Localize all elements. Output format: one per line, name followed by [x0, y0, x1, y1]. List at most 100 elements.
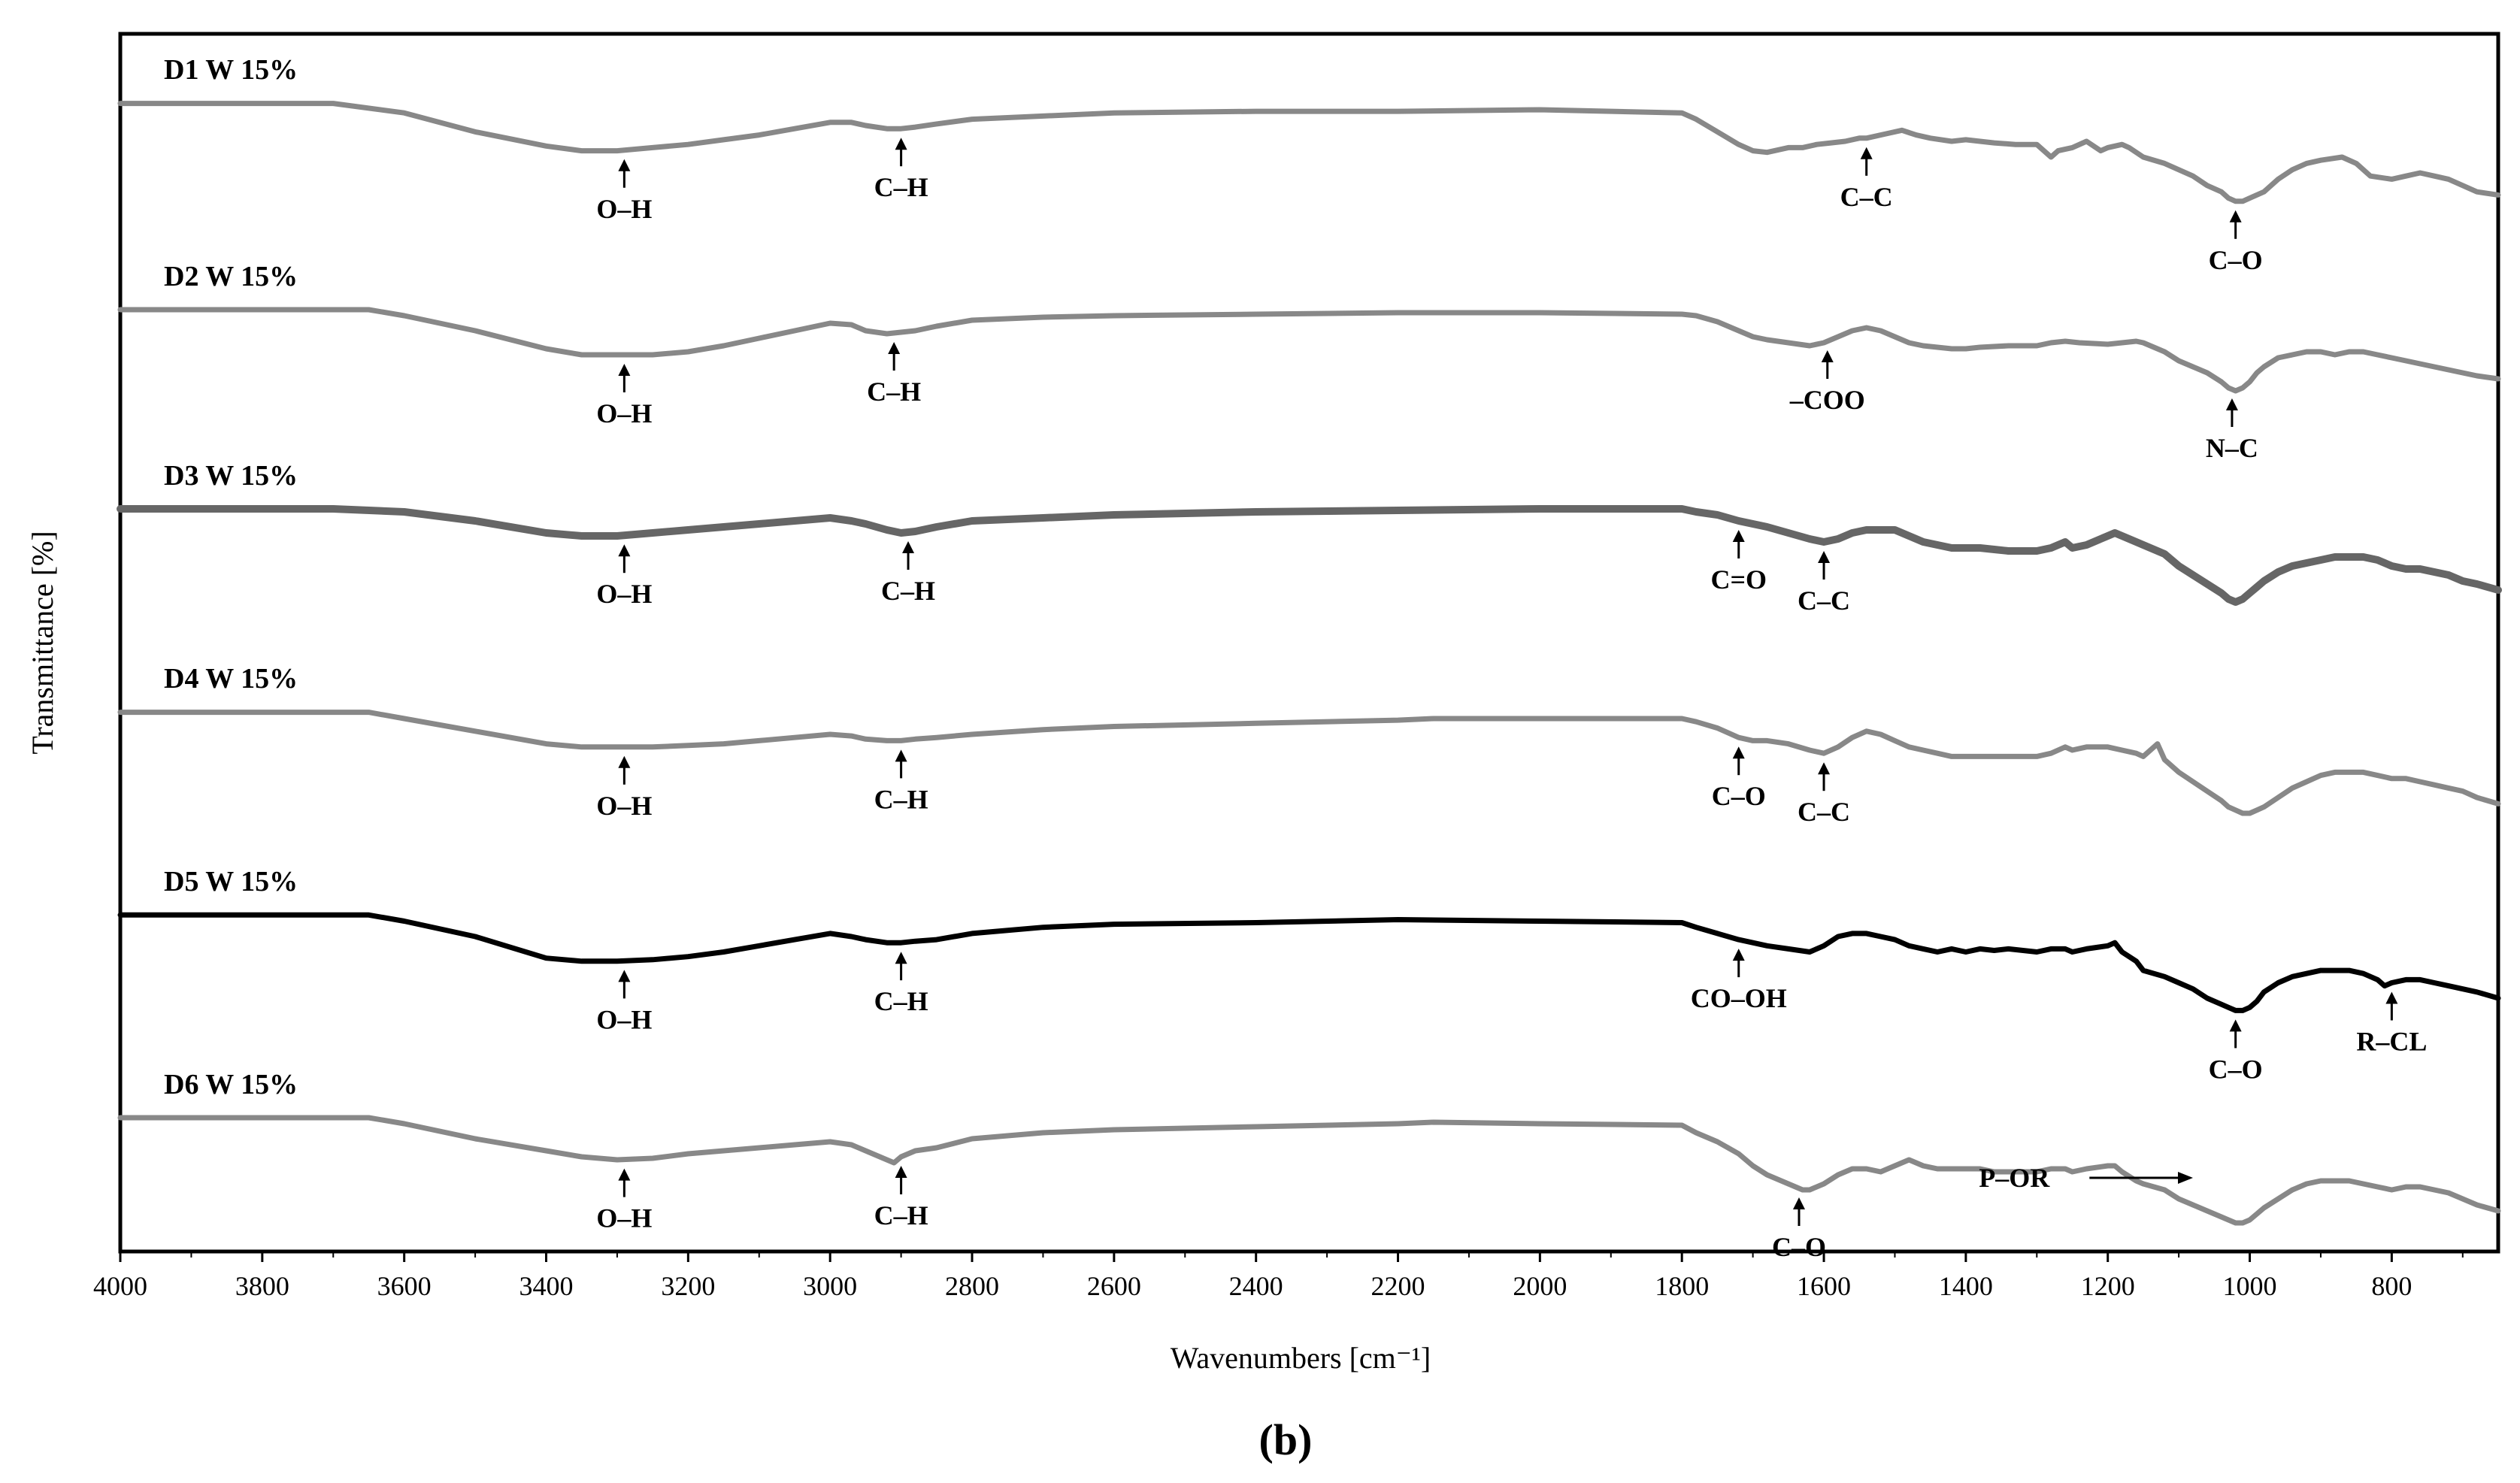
annotation-label: C–O	[1772, 1232, 1826, 1262]
peak-annotation: O–H	[596, 1168, 652, 1233]
annotation-label: N–C	[2206, 433, 2258, 463]
arrow-head	[2225, 398, 2238, 410]
annotation-label: C–O	[1712, 781, 1766, 811]
peak-annotation: O–H	[596, 755, 652, 821]
peak-annotation: C–C	[1798, 551, 1850, 616]
x-tick-label: 1200	[2081, 1271, 2135, 1301]
series-line-3	[117, 505, 2502, 606]
annotation-label: R–CL	[2356, 1027, 2427, 1057]
peak-annotation: C–H	[874, 1166, 928, 1230]
peak-annotation: C–C	[1840, 147, 1893, 212]
arrow-head	[618, 970, 631, 982]
peak-annotation: N–C	[2206, 398, 2258, 463]
peak-annotations: O–H C–H C–C C–O O–H C–H –COO N–C O–H C–H C=O C–C O–H…	[596, 138, 2427, 1262]
annotation-label: C–H	[874, 172, 928, 202]
arrow-head	[1818, 762, 1831, 775]
peak-annotation: C–H	[874, 138, 928, 202]
x-tick-label: 4000	[93, 1271, 147, 1301]
arrow-head	[2385, 991, 2398, 1004]
arrow-head	[895, 952, 907, 964]
peak-annotation: –COO	[1789, 350, 1865, 415]
annotation-label: C–H	[874, 784, 928, 814]
annotation-label: C–C	[1840, 182, 1893, 212]
series-line-2	[117, 307, 2501, 394]
x-axis-title: Wavenumbers [cm⁻¹]	[1171, 1341, 1431, 1375]
annotation-label: C–C	[1798, 586, 1850, 616]
x-tick-label: 1600	[1797, 1271, 1851, 1301]
plot-frame	[118, 32, 2500, 1254]
arrow-head	[888, 342, 901, 354]
annotation-label: O–H	[596, 1004, 652, 1034]
peak-annotation: C–H	[874, 749, 928, 814]
arrow-head	[1732, 530, 1745, 542]
peak-annotation: C–O	[2209, 210, 2263, 275]
peak-annotation: C–O	[1712, 746, 1766, 811]
series-label-4: D4 W 15%	[164, 663, 298, 695]
annotation-label: O–H	[596, 398, 652, 428]
peak-annotation: P–OR	[1979, 1163, 2194, 1193]
arrow-head	[1732, 949, 1745, 961]
arrow-head	[618, 544, 631, 557]
arrow-head	[2229, 210, 2242, 222]
series-labels: D1 W 15% D2 W 15% D3 W 15% D4 W 15% D5 W 15%…	[164, 54, 298, 1100]
annotation-label: C=O	[1710, 564, 1767, 595]
x-tick-label: 1800	[1655, 1271, 1709, 1301]
annotation-label: O–H	[596, 579, 652, 609]
annotation-label: O–H	[596, 194, 652, 224]
peak-annotation: O–H	[596, 159, 652, 224]
x-tick-label: 800	[2371, 1271, 2412, 1301]
spectra-lines	[117, 101, 2502, 1226]
x-tick-label: 1400	[1939, 1271, 1993, 1301]
peak-annotation: R–CL	[2356, 991, 2427, 1057]
arrow-head	[2229, 1019, 2242, 1032]
x-tick-label: 3800	[235, 1271, 289, 1301]
series-line-4	[117, 710, 2501, 816]
x-tick-label: 2200	[1371, 1271, 1425, 1301]
series-line-1	[117, 101, 2501, 204]
annotation-label: P–OR	[1979, 1163, 2050, 1193]
annotation-label: C–H	[867, 377, 921, 407]
annotation-label: C–H	[874, 986, 928, 1016]
panel-label: (b)	[1259, 1415, 1313, 1464]
annotation-label: C–H	[874, 1200, 928, 1230]
peak-annotation: O–H	[596, 970, 652, 1034]
annotation-label: O–H	[596, 1203, 652, 1233]
annotation-label: C–O	[2209, 245, 2263, 275]
arrow-head	[618, 1168, 631, 1181]
annotation-label: CO–OH	[1691, 983, 1787, 1013]
arrow-head	[902, 541, 915, 553]
y-axis-title: Transmittance [%]	[26, 531, 59, 754]
arrow-head	[618, 159, 631, 171]
arrow-head	[618, 364, 631, 376]
x-tick-label: 3000	[803, 1271, 857, 1301]
x-tick-label: 2600	[1087, 1271, 1141, 1301]
annotation-label: C–O	[2209, 1054, 2263, 1084]
peak-annotation: O–H	[596, 364, 652, 428]
peak-annotation: C–C	[1798, 762, 1850, 827]
x-axis: 4000 3800 3600 3400 3200 3000 2800 2600 2400 2200…	[93, 1251, 2464, 1301]
x-tick-label: 2800	[945, 1271, 999, 1301]
series-line-5	[117, 912, 2501, 1013]
peak-annotation: CO–OH	[1691, 949, 1787, 1013]
annotation-label: O–H	[596, 791, 652, 821]
peak-annotation: C–H	[867, 342, 921, 407]
series-label-5: D5 W 15%	[164, 866, 298, 897]
arrow-head	[1792, 1197, 1805, 1209]
arrow-head	[1821, 350, 1834, 362]
series-label-6: D6 W 15%	[164, 1069, 298, 1100]
peak-annotation: C–H	[874, 952, 928, 1016]
x-tick-label: 1000	[2223, 1271, 2277, 1301]
x-tick-label: 2400	[1229, 1271, 1283, 1301]
arrow-head	[2178, 1172, 2194, 1184]
annotation-label: C–C	[1798, 797, 1850, 827]
x-tick-label: 3400	[519, 1271, 574, 1301]
arrow-head	[1818, 551, 1831, 563]
arrow-head	[895, 1166, 907, 1178]
series-line-6	[117, 1115, 2501, 1226]
series-label-2: D2 W 15%	[164, 261, 298, 292]
arrow-head	[618, 755, 631, 768]
x-tick-label: 3600	[377, 1271, 432, 1301]
arrow-head	[895, 138, 907, 150]
x-tick-label: 3200	[661, 1271, 715, 1301]
